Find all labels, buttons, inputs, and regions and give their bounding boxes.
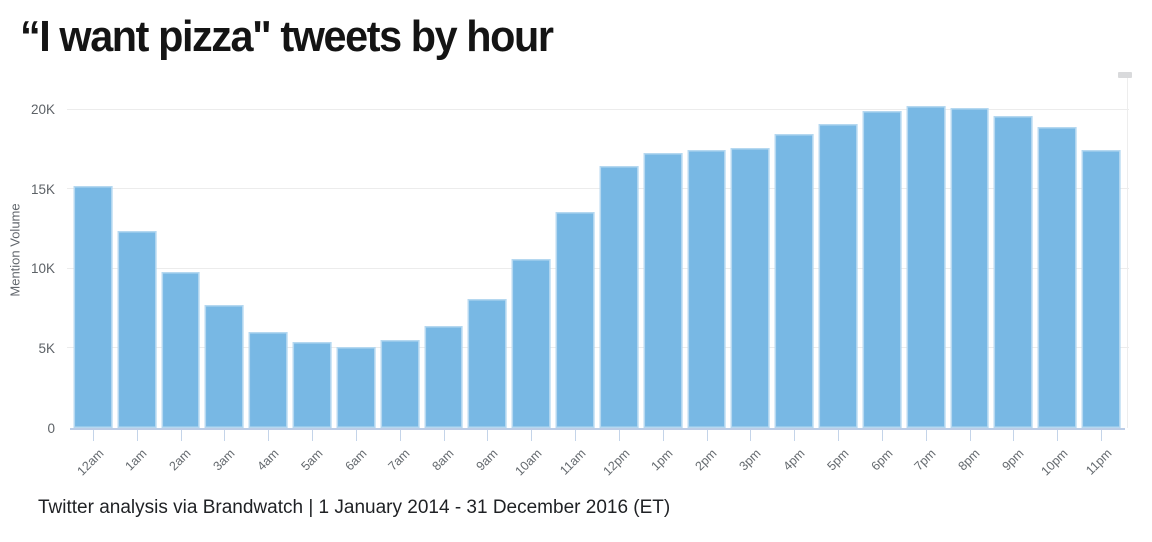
gridline bbox=[67, 267, 1129, 269]
bar[interactable] bbox=[161, 272, 200, 428]
scrollbar-track[interactable] bbox=[1127, 76, 1128, 428]
x-axis-tick bbox=[180, 430, 182, 441]
bar[interactable] bbox=[117, 230, 157, 428]
x-axis-tick bbox=[881, 430, 883, 441]
x-axis-label: 11am bbox=[556, 446, 589, 478]
x-axis-label: 7am bbox=[385, 446, 413, 474]
x-axis-label: 5am bbox=[298, 446, 326, 474]
scrollbar-thumb[interactable] bbox=[1118, 72, 1132, 78]
x-axis-label: 6pm bbox=[867, 446, 896, 474]
y-axis-tick-labels: 20K 15K 10K 5K 0 bbox=[0, 73, 55, 434]
x-axis-label: 3pm bbox=[736, 446, 764, 474]
gridline bbox=[67, 188, 1129, 190]
bar[interactable] bbox=[73, 186, 113, 428]
bar[interactable] bbox=[424, 326, 463, 428]
x-axis-label: 12am bbox=[74, 446, 107, 479]
x-axis-label: 6am bbox=[341, 446, 370, 474]
chart-title: “I want pizza" tweets by hour bbox=[20, 12, 554, 61]
x-axis-label: 5pm bbox=[824, 446, 852, 474]
x-axis-tick bbox=[794, 430, 796, 441]
x-axis-labels: 12am 1am 2am 3am 4am 5am 6am 7am 8am 9am 10am 11am 1… bbox=[71, 446, 1123, 492]
bar[interactable] bbox=[1037, 127, 1077, 428]
x-axis-tick bbox=[92, 430, 94, 441]
x-axis-tick bbox=[355, 430, 357, 441]
x-axis-label: 9am bbox=[473, 446, 501, 474]
bar[interactable] bbox=[862, 111, 902, 428]
bar[interactable] bbox=[248, 332, 288, 428]
x-axis-tick bbox=[925, 430, 927, 441]
y-axis-tick-label: 10K bbox=[30, 261, 55, 277]
x-axis-tick bbox=[136, 430, 138, 441]
bar[interactable] bbox=[467, 299, 507, 428]
x-axis-tick bbox=[706, 430, 708, 441]
x-axis-tick bbox=[838, 430, 840, 441]
bar[interactable] bbox=[643, 152, 683, 428]
bar[interactable] bbox=[555, 212, 595, 428]
x-axis-label: 8pm bbox=[955, 446, 983, 474]
x-axis-tick bbox=[487, 430, 489, 441]
bar[interactable] bbox=[511, 259, 551, 428]
bar[interactable] bbox=[599, 166, 639, 428]
bar[interactable] bbox=[336, 346, 376, 428]
x-axis-tick bbox=[531, 430, 533, 441]
x-axis-label: 12pm bbox=[600, 446, 633, 479]
x-axis-label: 4am bbox=[254, 446, 282, 474]
gridline bbox=[67, 108, 1129, 110]
bar[interactable] bbox=[204, 305, 244, 428]
y-axis-tick-label: 20K bbox=[30, 101, 55, 117]
x-axis-label: 10am bbox=[512, 446, 545, 479]
x-axis-tick bbox=[575, 430, 577, 441]
y-axis-tick-label: 0 bbox=[47, 420, 55, 436]
x-axis-tick bbox=[618, 430, 620, 441]
x-axis-tick bbox=[399, 430, 401, 441]
x-axis-label: 10pm bbox=[1038, 446, 1071, 479]
x-axis-tick bbox=[1101, 430, 1103, 441]
x-axis-tick bbox=[750, 430, 752, 441]
x-axis-tick bbox=[969, 430, 971, 441]
x-axis-label: 7pm bbox=[911, 446, 939, 474]
y-axis-tick-label: 15K bbox=[30, 181, 55, 197]
bar[interactable] bbox=[730, 147, 770, 428]
x-axis-tick bbox=[443, 430, 445, 441]
bar[interactable] bbox=[950, 108, 989, 428]
x-axis-label: 4pm bbox=[780, 446, 808, 474]
plot-area bbox=[67, 73, 1129, 428]
x-axis-label: 11pm bbox=[1082, 446, 1115, 478]
source-caption: Twitter analysis via Brandwatch | 1 Janu… bbox=[38, 497, 671, 518]
bar[interactable] bbox=[906, 105, 946, 428]
x-axis-tick bbox=[1013, 430, 1015, 441]
x-axis-label: 8am bbox=[429, 446, 457, 474]
bar[interactable] bbox=[292, 342, 332, 428]
x-axis-label: 2am bbox=[166, 446, 194, 474]
bar[interactable] bbox=[818, 123, 858, 428]
x-axis-tick bbox=[312, 430, 314, 441]
gridline bbox=[67, 347, 1129, 349]
x-axis-label: 1pm bbox=[648, 446, 676, 474]
bar[interactable] bbox=[993, 115, 1033, 428]
bar[interactable] bbox=[687, 150, 726, 428]
x-axis-tick bbox=[1057, 430, 1059, 441]
x-axis-label: 1am bbox=[122, 446, 150, 474]
bar[interactable] bbox=[380, 340, 420, 428]
x-axis-label: 2pm bbox=[692, 446, 720, 474]
x-axis-tick bbox=[268, 430, 270, 441]
x-axis-label: 9pm bbox=[999, 446, 1027, 474]
x-axis-label: 3am bbox=[210, 446, 238, 474]
x-axis-tick bbox=[224, 430, 226, 441]
x-axis-line bbox=[70, 428, 1125, 430]
y-axis-tick-label: 5K bbox=[38, 340, 55, 356]
x-axis-tick bbox=[662, 430, 664, 441]
bar[interactable] bbox=[1081, 150, 1121, 428]
bar[interactable] bbox=[774, 133, 814, 428]
x-axis-ticks bbox=[71, 430, 1123, 441]
